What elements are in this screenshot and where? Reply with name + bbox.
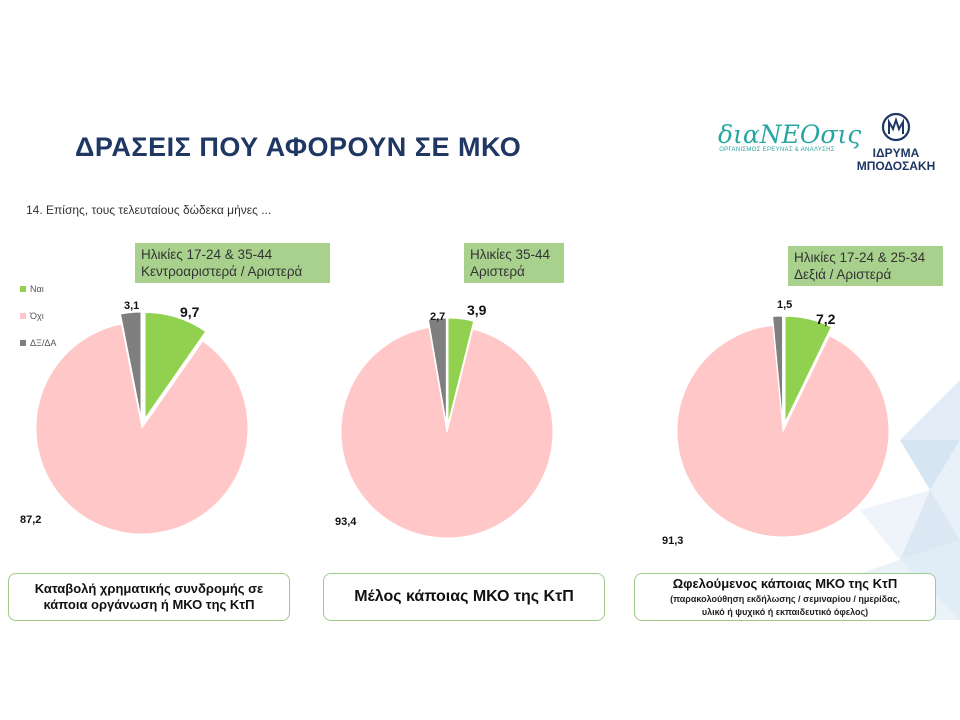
pie2-label-no: 91,3 <box>662 535 683 547</box>
pie1-label-no: 93,4 <box>335 516 357 528</box>
pie0-label-yes: 9,7 <box>180 304 200 320</box>
callout-subscription-line1: Ηλικίες 17-24 & 35-44 <box>141 247 273 262</box>
caption-subscription: Καταβολή χρηματικής συνδρομής σε κάποια … <box>8 573 290 621</box>
pie2-slice-yes <box>784 315 833 423</box>
page-title: ΔΡΑΣΕΙΣ ΠΟΥ ΑΦΟΡΟΥΝ ΣΕ ΜΚΟ <box>75 132 522 162</box>
pie2-label-yes: 7,2 <box>816 311 836 327</box>
legend: Ναι Όχι ΔΞ/ΔΑ <box>20 284 56 348</box>
legend-swatch-yes <box>20 286 26 292</box>
pie1-label-yes: 3,9 <box>467 302 487 318</box>
caption-beneficiary: Ωφελούμενος κάποιας ΜΚΟ της ΚτΠ (παρακολ… <box>634 573 936 621</box>
pie-chart-member <box>340 317 554 539</box>
caption-member-line1: Μέλος κάποιας ΜΚΟ της ΚτΠ <box>354 588 574 605</box>
caption-subscription-line1: Καταβολή χρηματικής συνδρομής σε <box>34 581 264 596</box>
pie0-label-dk: 3,1 <box>124 300 139 312</box>
pie0-label-no: 87,2 <box>20 514 41 526</box>
dianeosis-logo-tagline: ΟΡΓΑΝΙΣΜΟΣ ΕΡΕΥΝΑΣ & ΑΝΑΛΥΣΗΣ <box>719 147 835 153</box>
callout-beneficiary-line2: Δεξιά / Αριστερά <box>794 267 892 282</box>
pie0-slice-yes <box>144 311 207 421</box>
callout-member: Ηλικίες 35-44 Αριστερά <box>464 243 564 283</box>
bodossaki-logo: ΙΔΡΥΜΑ ΜΠΟΔΟΣΑΚΗ <box>848 112 944 173</box>
legend-swatch-dk <box>20 340 26 346</box>
legend-label-dk: ΔΞ/ΔΑ <box>30 338 56 348</box>
callout-beneficiary-line1: Ηλικίες 17-24 & 25-34 <box>794 250 926 265</box>
question-subtitle: 14. Επίσης, τους τελευταίους δώδεκα μήνε… <box>26 203 272 217</box>
callout-beneficiary: Ηλικίες 17-24 & 25-34 Δεξιά / Αριστερά <box>788 246 943 286</box>
pie1-slice-dk <box>427 317 447 425</box>
callout-member-line1: Ηλικίες 35-44 <box>470 247 551 262</box>
callout-subscription: Ηλικίες 17-24 & 35-44 Κεντροαριστερά / Α… <box>135 243 330 283</box>
pie0-slice-no <box>35 323 249 535</box>
pie2-label-dk: 1,5 <box>777 299 792 311</box>
bodossaki-logo-line1: ΙΔΡΥΜΑ <box>872 146 920 160</box>
callout-subscription-line2: Κεντροαριστερά / Αριστερά <box>141 264 303 279</box>
caption-member: Μέλος κάποιας ΜΚΟ της ΚτΠ <box>323 573 605 621</box>
pie0-slice-dk <box>119 311 142 419</box>
legend-label-no: Όχι <box>29 311 44 321</box>
caption-beneficiary-line2: (παρακολούθηση εκδήλωσης / σεμιναρίου / … <box>670 594 900 604</box>
pie-chart-beneficiary <box>676 315 890 538</box>
caption-beneficiary-line1: Ωφελούμενος κάποιας ΜΚΟ της ΚτΠ <box>672 576 898 591</box>
legend-label-yes: Ναι <box>30 284 44 294</box>
pie1-label-dk: 2,7 <box>430 311 445 323</box>
caption-subscription-line2: κάποια οργάνωση ή ΜΚΟ της ΚτΠ <box>43 597 255 612</box>
caption-beneficiary-line3: υλικό ή ψυχικό ή εκπαιδευτικό όφελος) <box>701 607 869 617</box>
legend-swatch-no <box>20 313 26 319</box>
pie2-slice-dk <box>772 315 784 423</box>
pie2-slice-no <box>676 324 890 538</box>
pie1-slice-no <box>340 326 554 539</box>
bodossaki-logo-line2: ΜΠΟΔΟΣΑΚΗ <box>856 159 936 173</box>
pie1-slice-yes <box>447 317 475 425</box>
pie-chart-subscription <box>35 311 249 535</box>
callout-member-line2: Αριστερά <box>470 264 525 279</box>
bodossaki-emblem-icon <box>881 112 911 142</box>
